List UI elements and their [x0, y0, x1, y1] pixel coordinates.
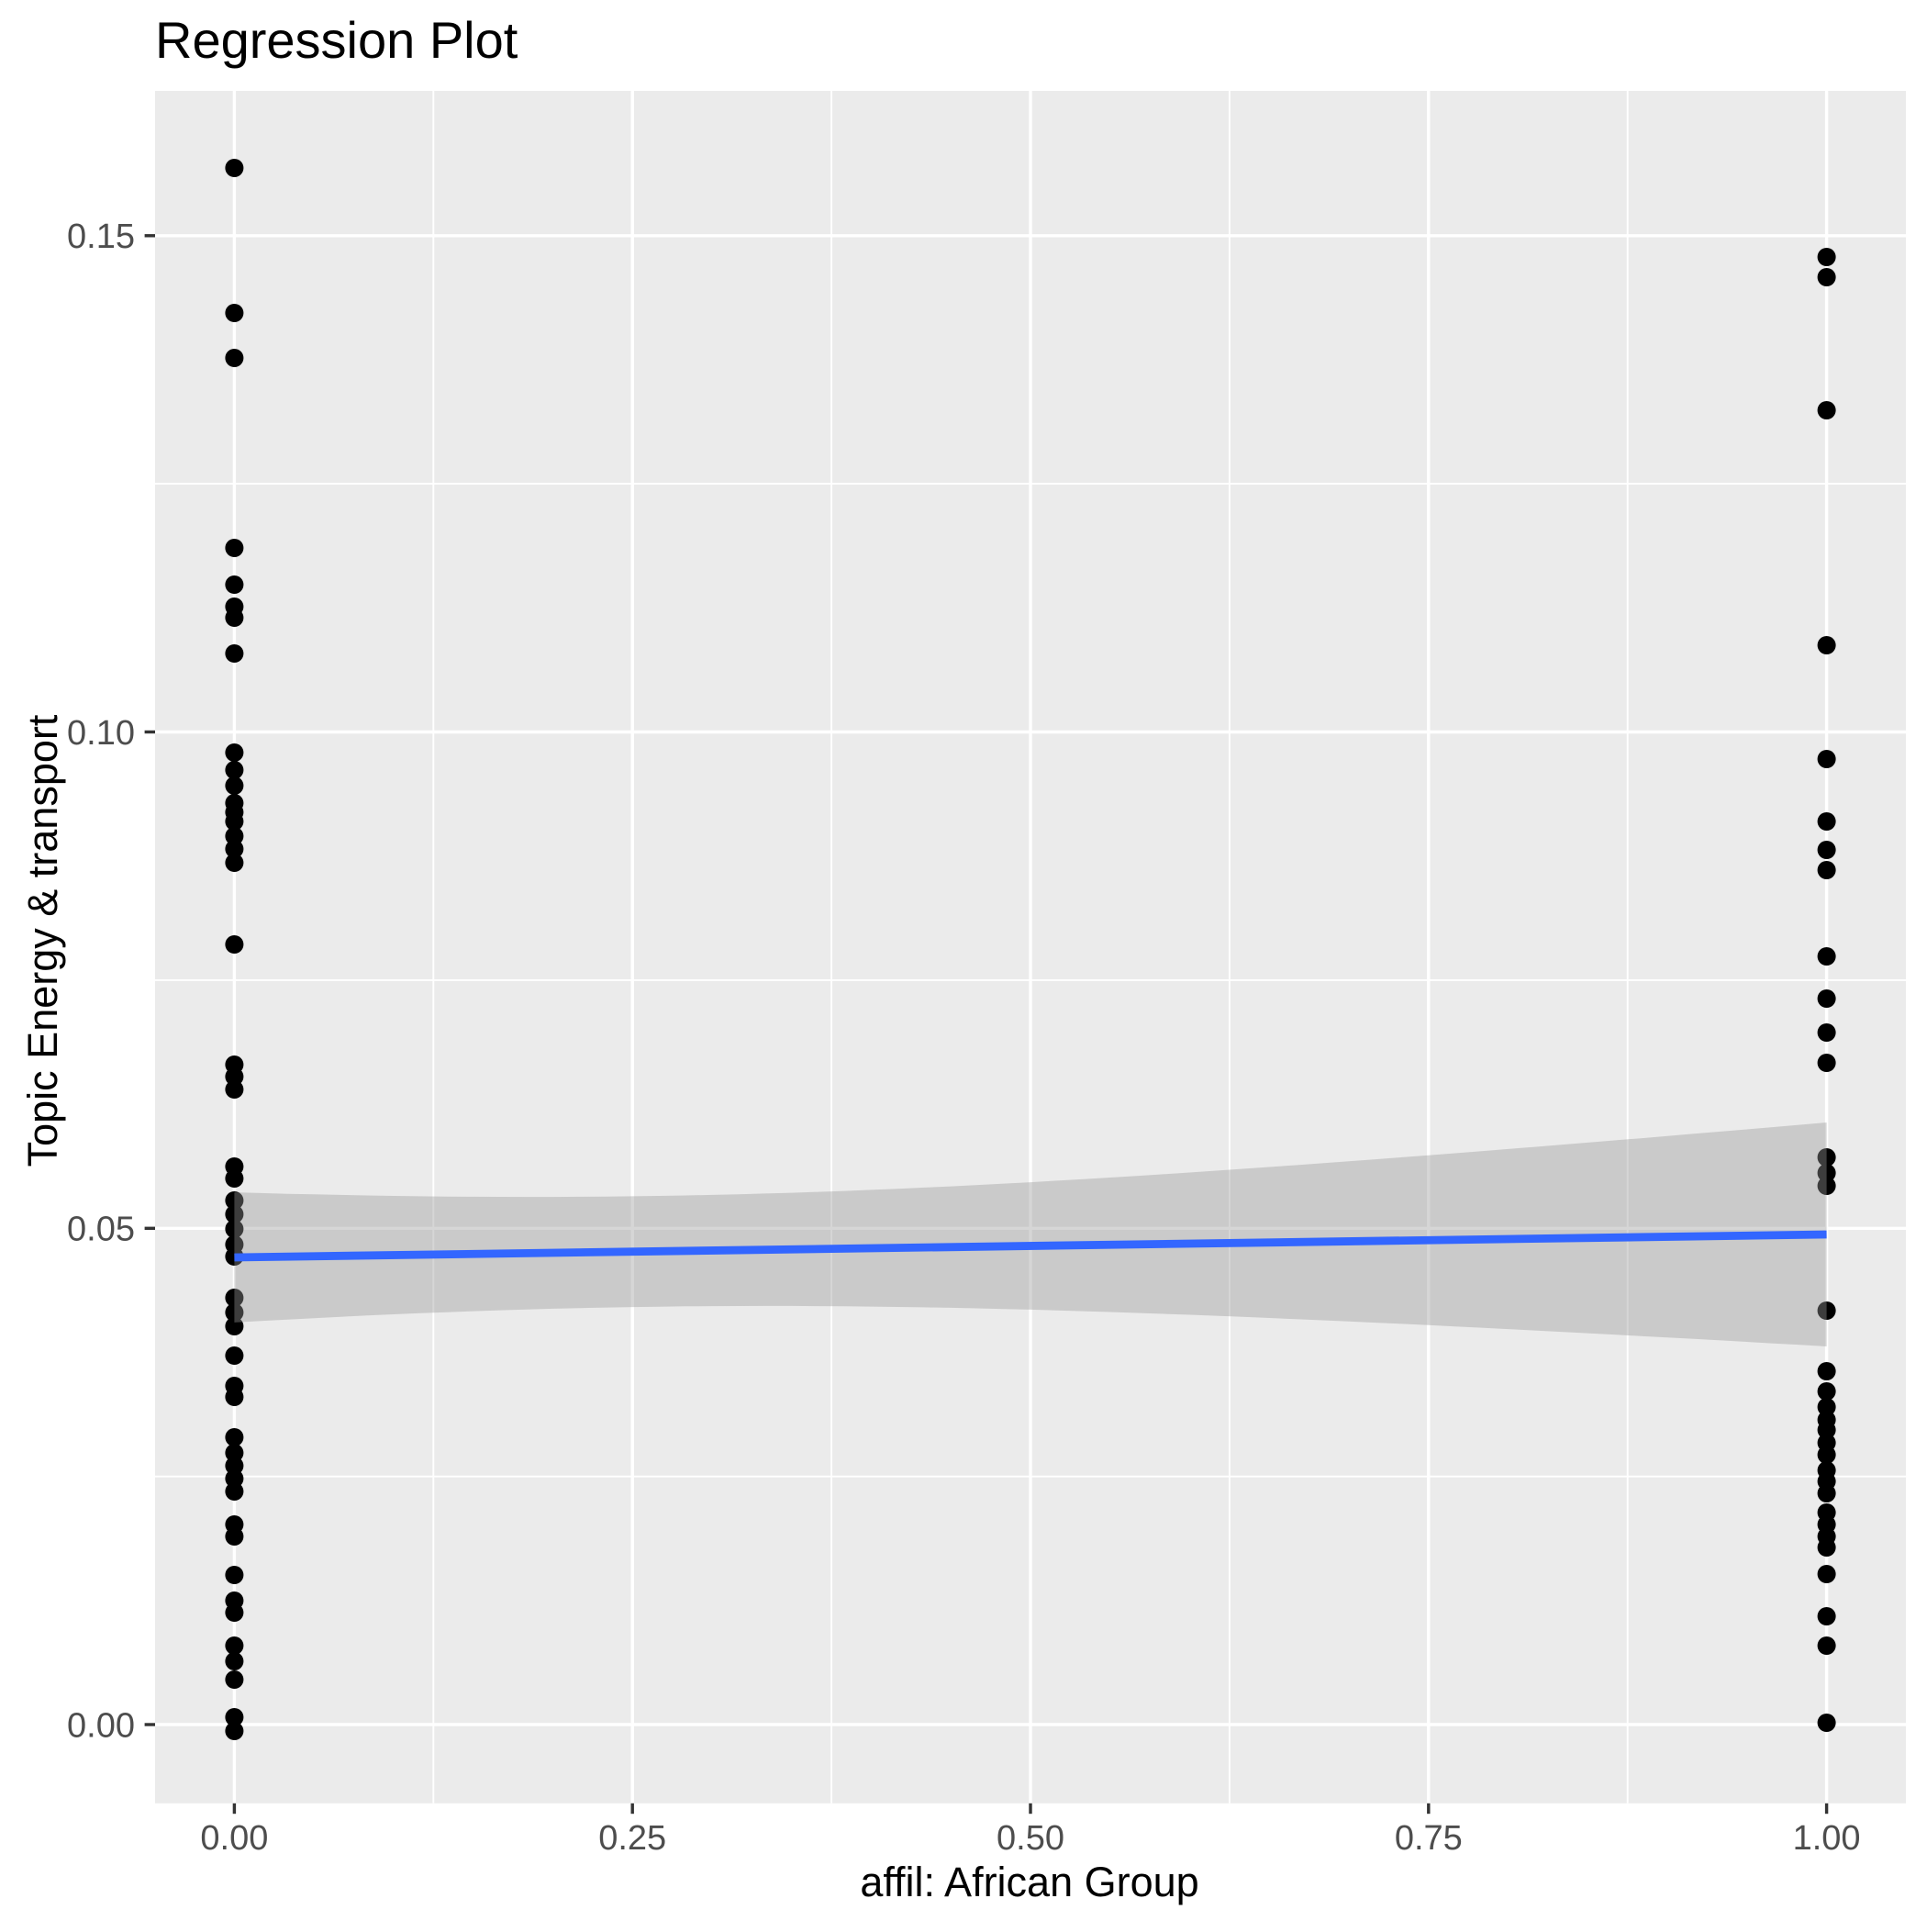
svg-text:0.05: 0.05: [67, 1211, 135, 1249]
svg-text:1.00: 1.00: [1793, 1819, 1861, 1858]
svg-text:Topic Energy & transport: Topic Energy & transport: [19, 714, 66, 1167]
svg-text:Regression Plot: Regression Plot: [155, 11, 518, 69]
svg-text:0.00: 0.00: [200, 1819, 268, 1858]
svg-text:0.25: 0.25: [598, 1819, 666, 1858]
svg-text:0.15: 0.15: [67, 218, 135, 256]
svg-text:0.75: 0.75: [1395, 1819, 1463, 1858]
svg-text:0.50: 0.50: [997, 1819, 1064, 1858]
svg-text:0.00: 0.00: [67, 1706, 135, 1745]
svg-text:affil: African Group: affil: African Group: [860, 1859, 1198, 1905]
svg-text:0.10: 0.10: [67, 714, 135, 753]
